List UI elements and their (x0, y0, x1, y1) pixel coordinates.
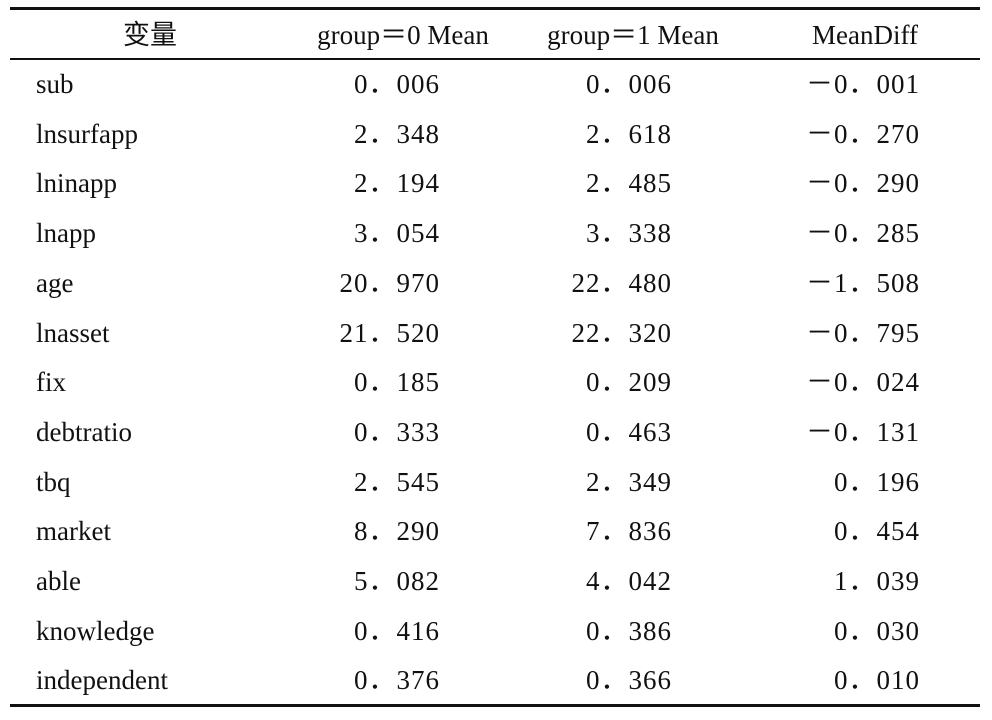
value-cell: 0．333 (354, 416, 440, 447)
header-cell: 变量 (123, 20, 177, 50)
bottom-rule (10, 704, 980, 707)
value-cell: 20．970 (339, 267, 440, 298)
row-label: independent (36, 665, 168, 696)
value-cell: －0．285 (806, 218, 920, 249)
header-cell: group＝0 Mean (317, 20, 489, 50)
row-label: age (36, 267, 74, 298)
top-rule (10, 7, 980, 10)
row-label: market (36, 516, 111, 547)
value-cell: 0．386 (586, 615, 672, 646)
value-cell: 4．042 (586, 566, 672, 596)
value-cell: －0．131 (806, 416, 920, 447)
value-cell: 21．520 (339, 317, 440, 348)
row-label: lninapp (36, 168, 117, 199)
row-label: knowledge (36, 615, 155, 646)
value-cell: －0．795 (806, 317, 920, 348)
value-cell: 0．454 (834, 516, 920, 547)
header-cell: MeanDiff (812, 20, 918, 50)
value-cell: 0．366 (586, 665, 672, 696)
row-label: lnsurfapp (36, 118, 138, 149)
header-cell: group＝1 Mean (547, 20, 719, 50)
value-cell: －0．270 (806, 118, 920, 149)
value-cell: 0．209 (586, 367, 672, 398)
value-cell: 0．006 (354, 69, 440, 99)
value-cell: 0．376 (354, 665, 440, 696)
row-label: lnasset (36, 317, 110, 348)
value-cell: 0．185 (354, 367, 440, 398)
value-cell: －0．290 (806, 168, 920, 199)
row-label: able (36, 566, 81, 596)
value-cell: 22．480 (571, 267, 672, 298)
value-cell: 3．338 (586, 218, 672, 249)
value-cell: 0．006 (586, 69, 672, 99)
value-cell: －1．508 (806, 267, 920, 298)
value-cell: 2．618 (586, 118, 672, 149)
value-cell: 0．196 (834, 466, 920, 497)
header-rule (10, 58, 980, 60)
value-cell: 22．320 (571, 317, 672, 348)
value-cell: 2．485 (586, 168, 672, 199)
value-cell: －0．024 (806, 367, 920, 398)
value-cell: 7．836 (586, 516, 672, 547)
value-cell: 2．348 (354, 118, 440, 149)
value-cell: 8．290 (354, 516, 440, 547)
row-label: lnapp (36, 218, 96, 249)
row-label: tbq (36, 466, 71, 497)
value-cell: 1．039 (834, 566, 920, 596)
value-cell: 2．194 (354, 168, 440, 199)
value-cell: 2．349 (586, 466, 672, 497)
value-cell: 0．030 (834, 615, 920, 646)
value-cell: 2．545 (354, 466, 440, 497)
row-label: sub (36, 69, 74, 99)
row-label: debtratio (36, 416, 132, 447)
value-cell: －0．001 (806, 69, 920, 99)
value-cell: 3．054 (354, 218, 440, 249)
value-cell: 5．082 (354, 566, 440, 596)
value-cell: 0．416 (354, 615, 440, 646)
value-cell: 0．463 (586, 416, 672, 447)
row-label: fix (36, 367, 66, 398)
value-cell: 0．010 (834, 665, 920, 696)
